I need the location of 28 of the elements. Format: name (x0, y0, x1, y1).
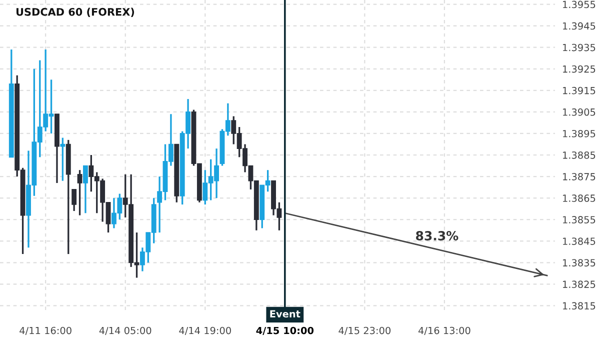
y-tick-label: 1.3925 (563, 65, 596, 73)
y-tick-label: 1.3895 (563, 130, 596, 138)
candlestick (60, 136, 66, 182)
y-tick-label: 1.3855 (563, 216, 596, 224)
text: USDCAD 60 (FOREX) (16, 8, 134, 18)
x-tick-label: 4/14 19:00 (179, 326, 231, 335)
y-tick-label: 1.3825 (563, 280, 596, 288)
y-tick-label: 1.3875 (563, 173, 596, 180)
x-tick-label: 4/14 05:00 (99, 326, 152, 335)
candlestick (72, 188, 77, 212)
y-tick-label: 1.3845 (563, 238, 596, 245)
y-tick-label: 1.3865 (563, 194, 596, 202)
candlestick (83, 164, 88, 214)
candlestick (77, 169, 82, 216)
y-tick-label: 1.3815 (563, 302, 596, 310)
y-tick-label: 1.3835 (563, 259, 596, 266)
y-tick-label: 1.3955 (563, 0, 596, 8)
ref-line-label: Event (270, 310, 300, 318)
x-tick-label: 4/15 10:00 (256, 326, 314, 335)
x-tick-label: 4/16 13:00 (418, 326, 470, 335)
y-tick-label: 1.3905 (563, 108, 596, 116)
y-tick-label: 1.3945 (563, 22, 596, 30)
y-tick-label: 1.3885 (563, 151, 596, 159)
y-tick-label: 1.3935 (563, 44, 596, 52)
x-tick-label: 4/11 16:00 (20, 326, 72, 335)
x-tick-label: 4/15 23:00 (338, 326, 391, 335)
y-tick-label: 1.3915 (563, 86, 596, 94)
annotation: 83.3% (416, 231, 458, 240)
